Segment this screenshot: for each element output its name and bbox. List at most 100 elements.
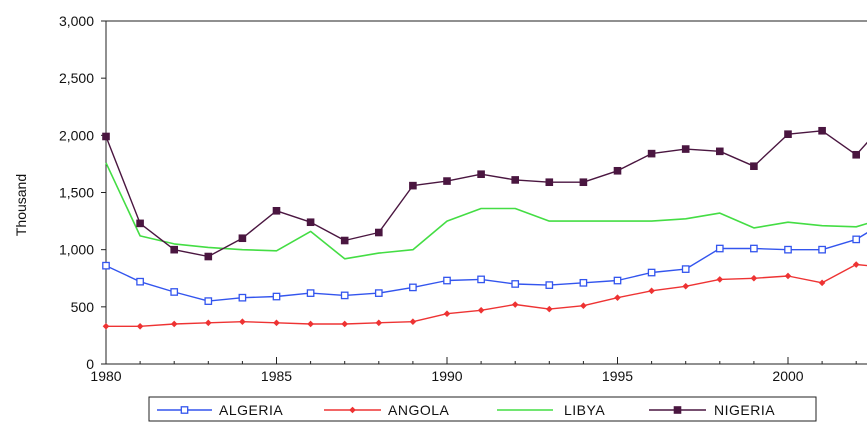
y-tick-label: 2,000: [59, 127, 94, 143]
data-point-algeria: [170, 288, 179, 296]
data-point-angola: [239, 318, 246, 326]
data-point-nigeria: [238, 234, 247, 243]
legend-marker-angola: [349, 406, 356, 414]
data-point-angola: [477, 306, 485, 314]
data-point-angola: [818, 279, 826, 287]
legend-item-algeria: ALGERIA: [157, 402, 283, 418]
data-point-algeria: [272, 292, 281, 301]
data-point-algeria: [136, 277, 144, 286]
data-point-angola: [580, 302, 587, 309]
data-point-angola: [511, 301, 519, 308]
data-point-algeria: [238, 293, 247, 302]
data-point-algeria: [477, 275, 485, 284]
data-point-angola: [648, 287, 655, 295]
legend-label-libya: LIBYA: [564, 402, 605, 418]
data-point-angola: [716, 276, 724, 283]
data-point-nigeria: [204, 252, 213, 261]
data-point-nigeria: [613, 166, 622, 175]
data-point-angola: [682, 282, 690, 290]
legend-item-libya: LIBYA: [497, 402, 605, 418]
series-line-libya: [105, 162, 867, 260]
data-point-angola: [409, 318, 417, 326]
data-point-nigeria: [170, 245, 178, 254]
data-point-algeria: [340, 291, 349, 300]
data-point-nigeria: [409, 181, 417, 190]
data-point-nigeria: [647, 149, 656, 158]
series-algeria: [102, 232, 867, 305]
y-tick-label: 3,000: [59, 13, 94, 29]
y-tick-label: 500: [71, 299, 95, 315]
data-point-nigeria: [477, 170, 485, 179]
legend-box: [148, 396, 817, 422]
data-point-algeria: [204, 297, 213, 305]
data-point-angola: [750, 274, 758, 282]
data-point-algeria: [750, 244, 758, 253]
data-point-angola: [784, 272, 792, 280]
axes: 0 500 1,000 1,500 2,000 2,500 3,000 1980 1985 199…: [59, 13, 867, 384]
data-point-angola: [545, 305, 553, 313]
data-point-angola: [852, 261, 860, 268]
data-point-angola: [170, 320, 178, 328]
data-point-nigeria: [750, 162, 758, 171]
data-point-algeria: [374, 289, 383, 297]
series-angola: [102, 261, 867, 330]
data-point-angola: [102, 322, 110, 330]
data-point-algeria: [511, 280, 520, 288]
x-tick-label: 1985: [261, 368, 292, 384]
data-point-algeria: [852, 235, 861, 244]
x-tick-label: 1980: [90, 368, 121, 384]
y-tick-label: 2,500: [59, 70, 94, 86]
data-point-algeria: [409, 283, 417, 292]
data-point-angola: [375, 319, 383, 327]
data-point-algeria: [613, 276, 622, 285]
data-point-nigeria: [443, 177, 451, 185]
legend-label-algeria: ALGERIA: [219, 402, 283, 418]
data-point-algeria: [784, 245, 792, 254]
x-tick-label: 1990: [431, 368, 462, 384]
y-axis-label: Thousand: [13, 174, 29, 236]
data-point-nigeria: [784, 130, 792, 138]
y-tick-label: 1,500: [59, 185, 94, 201]
legend-marker-algeria: [180, 406, 189, 414]
data-point-nigeria: [136, 219, 144, 228]
y-tick-label: 0: [86, 356, 94, 372]
data-point-algeria: [715, 244, 724, 253]
x-tick-label: 2000: [772, 368, 803, 384]
data-point-angola: [204, 319, 212, 327]
legend-label-angola: ANGOLA: [388, 402, 450, 418]
data-point-algeria: [681, 265, 690, 273]
data-point-angola: [273, 319, 280, 327]
legend-marker-nigeria: [673, 406, 682, 414]
data-point-algeria: [306, 289, 315, 297]
legend-item-nigeria: NIGERIA: [649, 402, 775, 418]
legend: ALGERIA ANGOLA LIBYA NIGERIA: [148, 396, 817, 422]
data-point-angola: [614, 294, 621, 301]
series-nigeria: [102, 126, 867, 261]
data-point-nigeria: [716, 147, 724, 156]
data-point-nigeria: [306, 218, 315, 227]
data-point-nigeria: [852, 150, 861, 159]
data-point-angola: [443, 310, 451, 318]
data-point-nigeria: [340, 236, 349, 245]
data-point-algeria: [818, 245, 826, 254]
data-point-algeria: [102, 261, 110, 270]
y-tick-label: 1,000: [59, 242, 94, 258]
data-point-nigeria: [681, 145, 690, 153]
data-point-nigeria: [375, 228, 383, 237]
data-point-nigeria: [818, 126, 826, 135]
series-lines: [102, 126, 867, 330]
data-point-nigeria: [545, 178, 554, 187]
series-libya: [105, 162, 867, 260]
legend-item-angola: ANGOLA: [324, 402, 450, 418]
data-point-angola: [307, 320, 314, 328]
data-point-nigeria: [579, 178, 588, 187]
data-point-algeria: [443, 276, 451, 285]
data-point-algeria: [579, 278, 588, 287]
data-point-angola: [136, 322, 144, 330]
data-point-algeria: [545, 281, 554, 289]
data-point-nigeria: [272, 206, 281, 215]
data-point-angola: [341, 320, 349, 328]
legend-label-nigeria: NIGERIA: [714, 402, 775, 418]
